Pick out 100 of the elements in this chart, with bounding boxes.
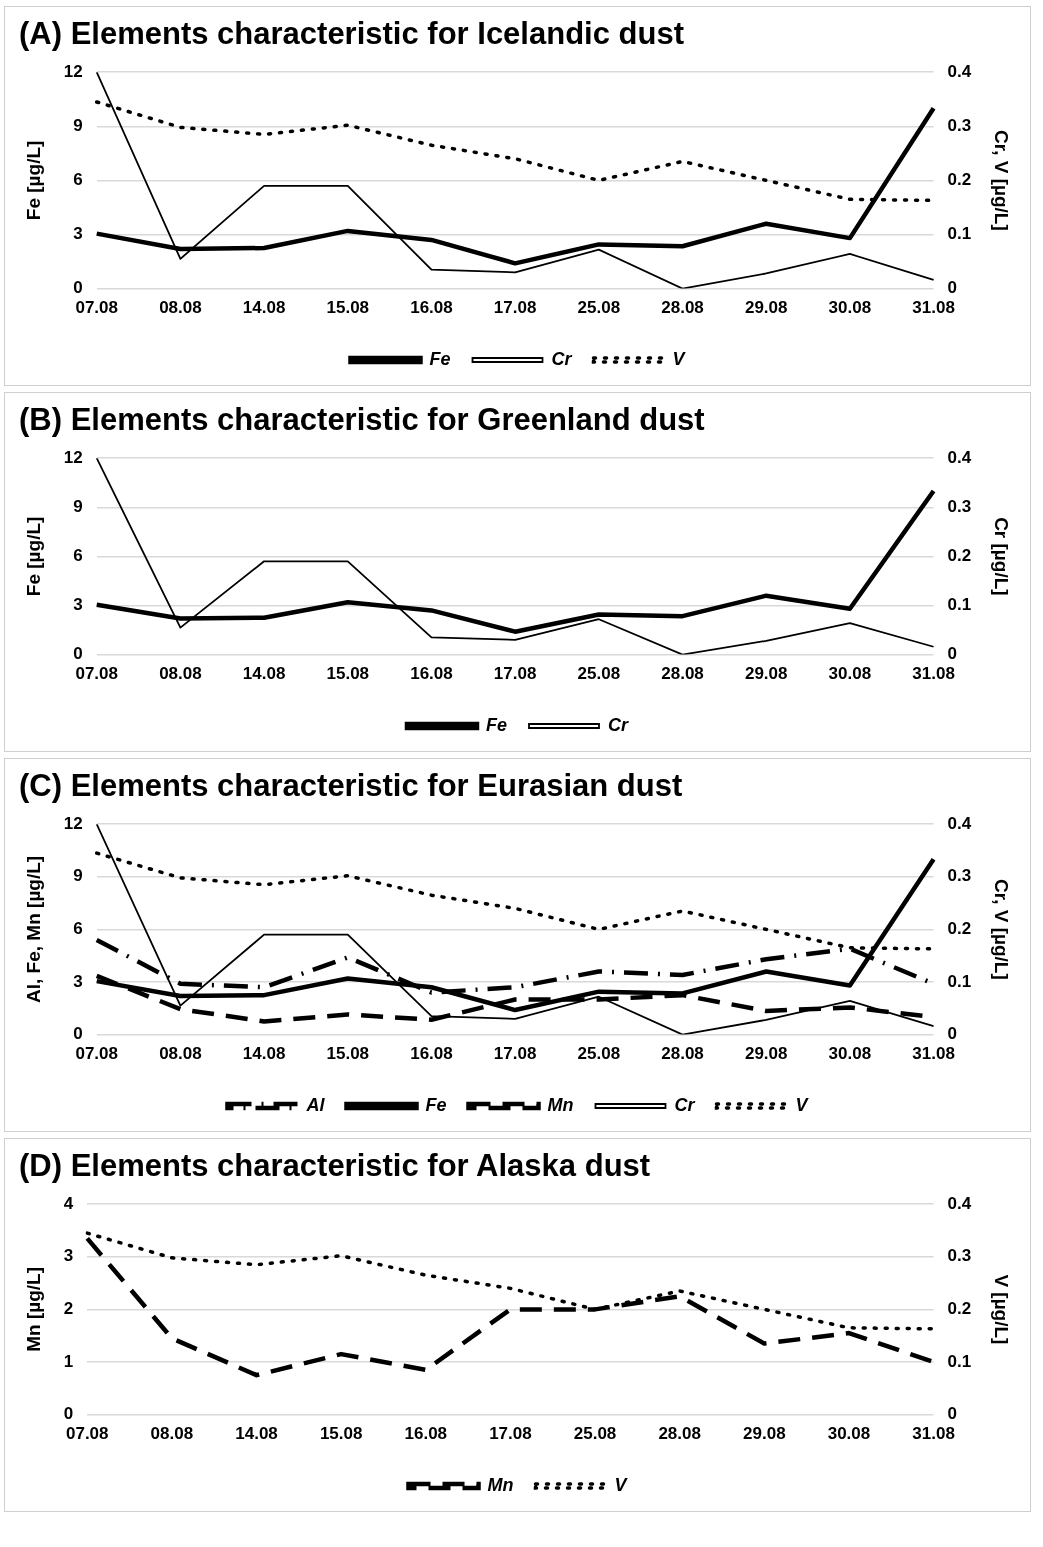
y2-axis-title: Cr, V [µg/L] [991, 879, 1013, 980]
x-tick-label: 17.08 [493, 298, 537, 318]
x-tick-label: 16.08 [410, 298, 453, 318]
legend-label: Fe [429, 348, 451, 369]
legend-label: Cr [674, 1094, 696, 1115]
y-tick-label: 3 [73, 224, 83, 244]
y2-tick-label: 0.3 [947, 866, 972, 886]
y2-tick-label: 0.4 [947, 61, 972, 81]
y2-tick-label: 0.2 [947, 1299, 972, 1319]
y-tick-label: 3 [63, 1246, 74, 1266]
y2-tick-label: 0.3 [947, 496, 972, 516]
x-tick-label: 08.08 [159, 1044, 202, 1064]
x-tick-label: 15.08 [326, 1044, 370, 1064]
y2-tick-label: 0.4 [947, 1193, 972, 1213]
y2-tick-label: 0.4 [947, 447, 972, 467]
chart-title: (B) Elements characteristic for Greenland dust [19, 402, 705, 438]
y2-axis-title: Cr, V [µg/L] [991, 130, 1013, 231]
legend-label: Fe [425, 1094, 447, 1115]
legend-label: Cr [608, 714, 629, 735]
y-axis-title: Fe [µg/L] [22, 140, 44, 221]
x-tick-label: 14.08 [242, 298, 286, 318]
y-tick-label: 6 [73, 170, 83, 190]
y-tick-label: 2 [63, 1299, 74, 1319]
x-tick-label: 29.08 [744, 664, 788, 684]
y-tick-label: 12 [63, 813, 83, 833]
x-tick-label: 17.08 [493, 664, 537, 684]
y-tick-label: 0 [73, 644, 83, 664]
x-tick-label: 17.08 [489, 1424, 532, 1444]
legend-label: Mn [547, 1094, 574, 1115]
y-tick-label: 9 [73, 496, 83, 516]
x-tick-label: 07.08 [65, 1424, 109, 1444]
chart-title: (C) Elements characteristic for Eurasian dust [19, 768, 683, 804]
y2-tick-label: 0.1 [947, 224, 972, 244]
y2-tick-label: 0.1 [947, 595, 972, 615]
x-tick-label: 31.08 [912, 1424, 955, 1444]
y2-tick-label: 0.2 [947, 170, 972, 190]
y-tick-label: 6 [73, 546, 83, 566]
y2-tick-label: 0.2 [947, 919, 972, 939]
x-tick-label: 08.08 [159, 298, 202, 318]
x-tick-label: 14.08 [242, 1044, 286, 1064]
x-tick-label: 28.08 [661, 664, 704, 684]
x-tick-label: 31.08 [912, 298, 955, 318]
x-tick-label: 08.08 [159, 664, 202, 684]
x-tick-label: 30.08 [828, 664, 872, 684]
legend-label: V [672, 348, 687, 369]
x-tick-label: 07.08 [75, 298, 118, 318]
legend-label: Cr [551, 348, 573, 369]
y-tick-label: 6 [73, 919, 83, 939]
y-tick-label: 9 [73, 115, 83, 135]
x-tick-label: 31.08 [912, 1044, 955, 1064]
y2-tick-label: 0.1 [947, 971, 972, 991]
y-tick-label: 9 [73, 866, 83, 886]
x-tick-label: 07.08 [75, 664, 118, 684]
y-tick-label: 0 [73, 1024, 83, 1044]
chart-title: (A) Elements characteristic for Icelandic dust [19, 16, 684, 52]
legend-label: V [614, 1474, 629, 1495]
y2-tick-label: 0.1 [947, 1351, 972, 1371]
x-tick-label: 28.08 [658, 1424, 701, 1444]
x-tick-label: 14.08 [242, 664, 286, 684]
y-tick-label: 3 [73, 595, 83, 615]
x-tick-label: 08.08 [150, 1424, 194, 1444]
x-tick-label: 30.08 [827, 1424, 871, 1444]
y-axis-title: Fe [µg/L] [22, 516, 44, 597]
x-tick-label: 17.08 [493, 1044, 537, 1064]
y-tick-label: 12 [63, 61, 83, 81]
x-tick-label: 15.08 [319, 1424, 363, 1444]
y2-tick-label: 0.4 [947, 813, 972, 833]
y-tick-label: 1 [63, 1351, 74, 1371]
y2-tick-label: 0 [947, 1404, 958, 1424]
x-tick-label: 28.08 [661, 1044, 704, 1064]
x-tick-label: 29.08 [744, 1044, 788, 1064]
x-tick-label: 14.08 [235, 1424, 278, 1444]
x-tick-label: 07.08 [75, 1044, 118, 1064]
legend-label: Mn [487, 1474, 514, 1495]
y-tick-label: 0 [63, 1404, 74, 1424]
x-tick-label: 16.08 [404, 1424, 448, 1444]
y2-tick-label: 0.3 [947, 1246, 972, 1266]
x-tick-label: 29.08 [743, 1424, 786, 1444]
x-tick-label: 16.08 [410, 1044, 453, 1064]
y2-tick-label: 0.3 [947, 115, 972, 135]
y-tick-label: 12 [63, 447, 83, 467]
x-tick-label: 25.08 [577, 1044, 621, 1064]
x-tick-label: 28.08 [661, 298, 704, 318]
x-tick-label: 15.08 [326, 298, 370, 318]
legend-label: Fe [486, 714, 508, 735]
x-tick-label: 15.08 [326, 664, 370, 684]
y2-tick-label: 0.2 [947, 546, 972, 566]
y-tick-label: 4 [63, 1193, 74, 1213]
x-tick-label: 25.08 [573, 1424, 617, 1444]
x-tick-label: 30.08 [828, 1044, 872, 1064]
x-tick-label: 31.08 [912, 664, 955, 684]
y-axis-title: Mn [µg/L] [22, 1266, 44, 1352]
x-tick-label: 25.08 [577, 298, 621, 318]
x-tick-label: 29.08 [744, 298, 788, 318]
legend-label: Al [305, 1094, 326, 1115]
y2-axis-title: Cr [µg/L] [991, 517, 1013, 596]
y-axis-title: Al, Fe, Mn [µg/L] [22, 855, 44, 1003]
x-tick-label: 16.08 [410, 664, 453, 684]
y2-tick-label: 0 [947, 278, 958, 298]
y2-tick-label: 0 [947, 1024, 958, 1044]
